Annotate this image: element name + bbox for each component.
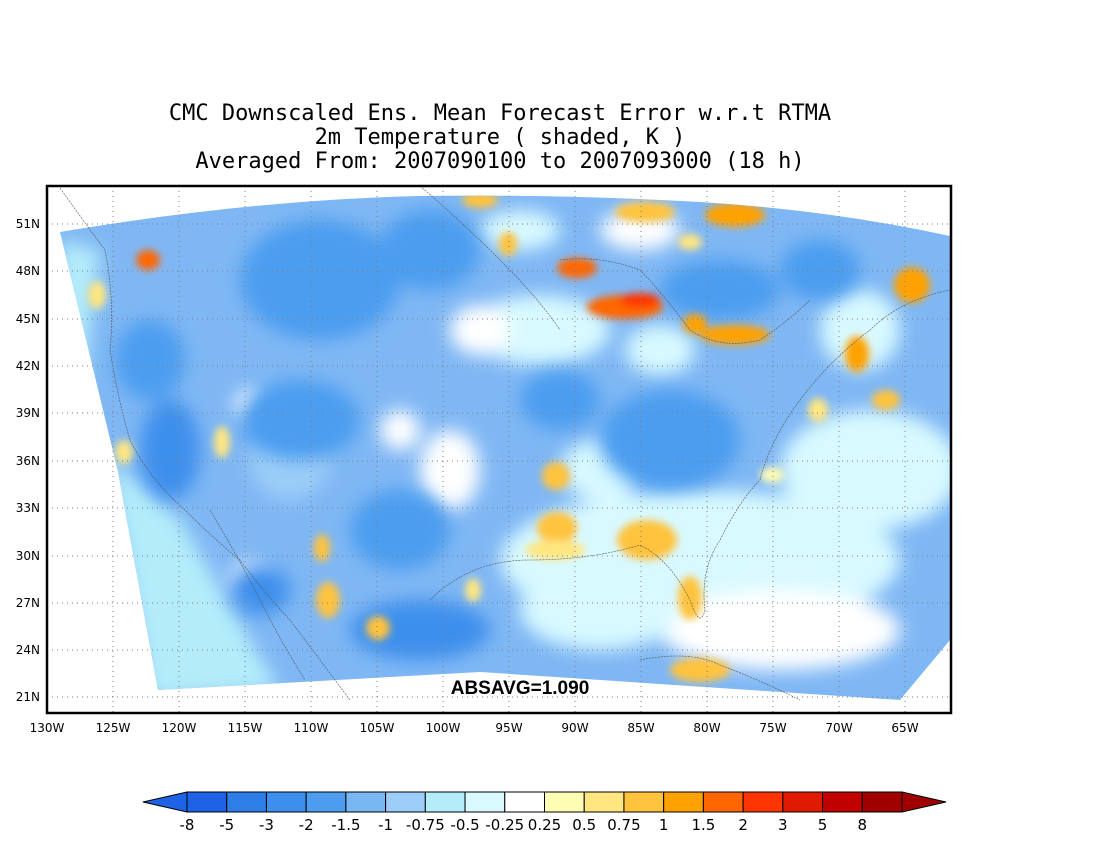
lon-label: 105W	[360, 721, 395, 735]
lon-label: 80W	[693, 721, 720, 735]
title-line-3: Averaged From: 2007090100 to 2007093000 …	[195, 149, 805, 174]
colorbar-cell	[345, 791, 387, 813]
colorbar-cell	[742, 791, 784, 813]
colorbar-cell	[583, 791, 625, 813]
colorbar-cell	[305, 791, 347, 813]
colorbar-cell	[782, 791, 824, 813]
lon-label: 75W	[759, 721, 786, 735]
colorbar-cell	[385, 791, 426, 813]
map-title: CMC Downscaled Ens. Mean Forecast Error …	[0, 102, 1000, 174]
colorbar-cell	[663, 791, 704, 813]
colorbar-labels: -8 -5 -3 -2 -1.5 -1 -0.75 -0.5 -0.25 0.25 0.5 0.75 1…	[180, 816, 868, 834]
lat-label: 33N	[16, 501, 40, 515]
colorbar-label: -2	[299, 816, 314, 834]
lon-label: 70W	[825, 721, 852, 735]
lon-label: 110W	[294, 721, 329, 735]
latitude-labels: 51N 48N 45N 42N 39N 36N 33N 30N 27N 24N …	[16, 217, 40, 704]
colorbar-cell	[504, 791, 545, 813]
colorbar-label: 1	[659, 816, 669, 834]
lat-label: 27N	[16, 596, 40, 610]
colorbar-label: 0.75	[607, 816, 640, 834]
title-line-1: CMC Downscaled Ens. Mean Forecast Error …	[168, 101, 832, 126]
lon-label: 85W	[627, 721, 654, 735]
colorbar-label: 8	[858, 816, 868, 834]
lon-label: 125W	[96, 721, 131, 735]
lat-label: 42N	[16, 359, 40, 373]
colorbar-label: -5	[219, 816, 234, 834]
colorbar-cell	[861, 791, 903, 813]
colorbar-cell	[424, 791, 466, 813]
lon-label: 100W	[426, 721, 461, 735]
graticule	[47, 186, 951, 713]
colorbar-cells	[186, 791, 903, 813]
lon-label: 115W	[228, 721, 263, 735]
colorbar-cell	[226, 791, 267, 813]
lat-label: 24N	[16, 643, 40, 657]
lat-label: 45N	[16, 312, 40, 326]
lon-label: 130W	[30, 721, 65, 735]
lat-label: 39N	[16, 406, 40, 420]
colorbar-label: -1	[378, 816, 393, 834]
shaded-field	[60, 195, 950, 700]
coastlines	[59, 185, 951, 701]
colorbar-label: 5	[818, 816, 828, 834]
colorbar-right-arrow	[901, 791, 947, 813]
colorbar-cell	[265, 791, 307, 813]
colorbar-label: 3	[778, 816, 788, 834]
absavg-label: ABSAVG=1.090	[451, 678, 590, 699]
lat-label: 30N	[16, 549, 40, 563]
colorbar-label: 1.5	[691, 816, 715, 834]
lon-label: 65W	[891, 721, 918, 735]
field-warm-regions	[88, 195, 930, 682]
lat-label: 21N	[16, 690, 40, 704]
lon-label: 90W	[561, 721, 588, 735]
map-border	[45, 184, 953, 715]
colorbar-left-arrow	[142, 791, 188, 813]
colorbar-label: 2	[738, 816, 748, 834]
colorbar-label: -0.25	[485, 816, 524, 834]
colorbar-cell	[544, 791, 585, 813]
colorbar-label: 0.5	[572, 816, 596, 834]
colorbar-cell	[822, 791, 863, 813]
colorbar-label: 0.25	[528, 816, 561, 834]
longitude-labels: 130W 125W 120W 115W 110W 105W 100W 95W 9…	[30, 721, 919, 735]
lon-label: 120W	[162, 721, 197, 735]
field-dark-regions	[115, 210, 860, 660]
colorbar-cell	[186, 791, 228, 813]
colorbar-cell	[464, 791, 506, 813]
colorbar-cell	[702, 791, 744, 813]
colorbar-label: -8	[180, 816, 195, 834]
title-line-2: 2m Temperature ( shaded, K )	[314, 125, 686, 150]
lat-label: 36N	[16, 454, 40, 468]
colorbar-label: -3	[259, 816, 274, 834]
colorbar: -8 -5 -3 -2 -1.5 -1 -0.75 -0.5 -0.25 0.25 0.5 0.75 1…	[142, 791, 947, 834]
colorbar-label: -0.75	[406, 816, 445, 834]
lat-label: 51N	[16, 217, 40, 231]
colorbar-label: -0.5	[450, 816, 479, 834]
colorbar-cell	[623, 791, 665, 813]
colorbar-label: -1.5	[331, 816, 360, 834]
lon-label: 95W	[495, 721, 522, 735]
lat-label: 48N	[16, 264, 40, 278]
